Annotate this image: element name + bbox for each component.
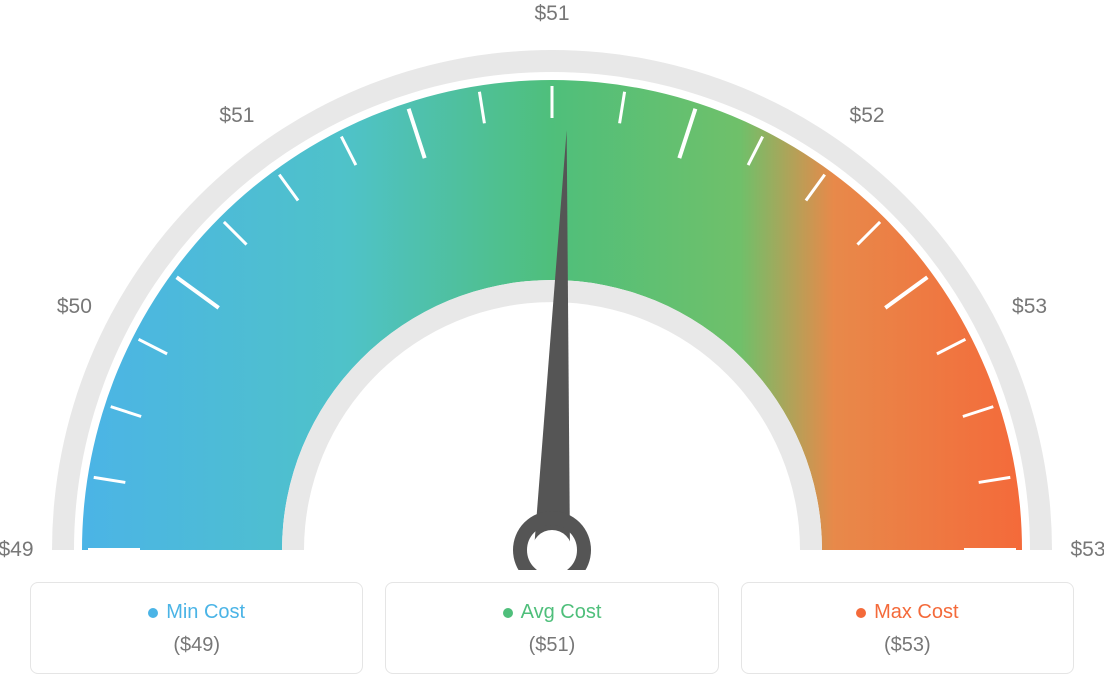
scale-label: $51: [534, 2, 569, 26]
gauge-svg: [22, 10, 1082, 570]
legend-value-min: ($49): [41, 634, 352, 657]
scale-label: $50: [57, 295, 92, 319]
legend-title-min: Min Cost: [148, 601, 245, 624]
legend-value-max: ($53): [752, 634, 1063, 657]
legend-card-min: Min Cost ($49): [30, 582, 363, 674]
scale-label: $52: [850, 104, 885, 128]
legend-label: Min Cost: [166, 601, 245, 624]
legend-title-max: Max Cost: [856, 601, 958, 624]
dot-icon: [856, 608, 866, 618]
legend-value-avg: ($51): [396, 634, 707, 657]
legend-title-avg: Avg Cost: [503, 601, 602, 624]
scale-label: $51: [219, 104, 254, 128]
scale-label: $49: [0, 538, 34, 562]
legend-row: Min Cost ($49) Avg Cost ($51) Max Cost (…: [30, 582, 1074, 674]
legend-card-max: Max Cost ($53): [741, 582, 1074, 674]
legend-label: Max Cost: [874, 601, 958, 624]
gauge: $49$50$51$51$52$53$53: [22, 10, 1082, 570]
dot-icon: [148, 608, 158, 618]
legend-card-avg: Avg Cost ($51): [385, 582, 718, 674]
legend-label: Avg Cost: [521, 601, 602, 624]
dot-icon: [503, 608, 513, 618]
cost-gauge-chart: $49 $50 $51 $51 $52 $53 $53 Min Cost ($49) Avg…: [0, 0, 1104, 690]
scale-label: $53: [1012, 295, 1047, 319]
scale-label: $53: [1070, 538, 1104, 562]
